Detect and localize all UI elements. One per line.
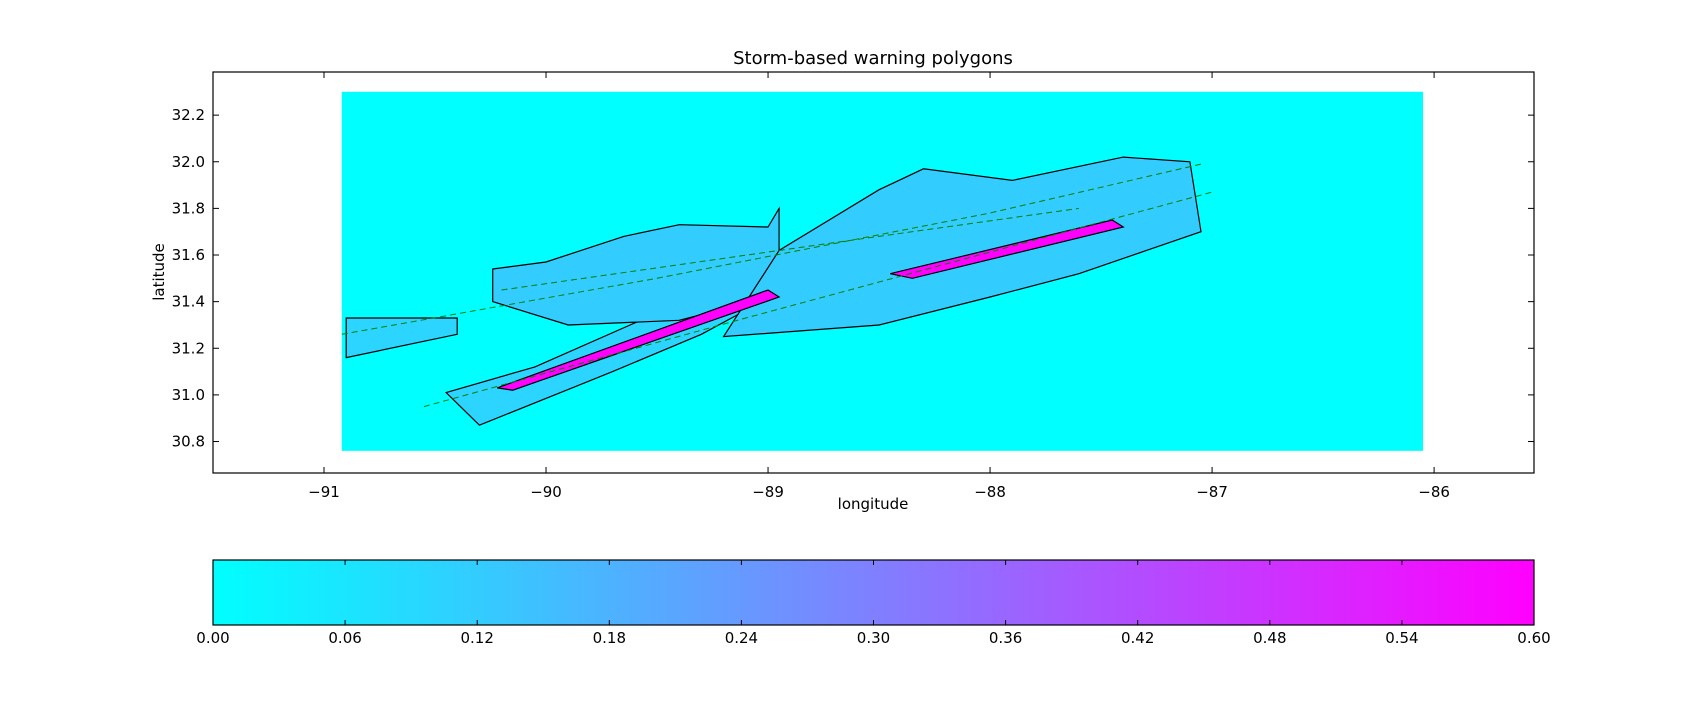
x-tick-label: −88: [974, 483, 1006, 501]
x-tick-label: −91: [308, 483, 340, 501]
colorbar-tick-label: 0.18: [593, 629, 626, 647]
colorbar-tick-label: 0.12: [460, 629, 493, 647]
x-tick-label: −89: [752, 483, 784, 501]
colorbar-tick-label: 0.42: [1121, 629, 1154, 647]
colorbar-tick-label: 0.60: [1517, 629, 1550, 647]
x-tick-label: −87: [1196, 483, 1228, 501]
y-tick-label: 31.2: [172, 339, 205, 357]
y-tick-label: 30.8: [172, 433, 205, 451]
x-tick-label: −90: [530, 483, 562, 501]
y-tick-label: 32.2: [172, 106, 205, 124]
colorbar-tick-label: 0.00: [196, 629, 229, 647]
colorbar-tick-label: 0.06: [328, 629, 361, 647]
warning-polygon-3: [492, 206, 780, 326]
y-tick-label: 31.0: [172, 386, 205, 404]
colorbar-tick-label: 0.54: [1385, 629, 1418, 647]
y-tick-label: 31.6: [172, 246, 205, 264]
x-tick-label: −86: [1418, 483, 1450, 501]
y-tick-label: 31.8: [172, 199, 205, 217]
y-tick-label: 32.0: [172, 153, 205, 171]
y-tick-label: 31.4: [172, 293, 205, 311]
colorbar: [212, 559, 1535, 626]
plot-frame: [212, 71, 1535, 474]
warning-polygon-1: [345, 317, 458, 359]
centerline-1: [341, 163, 1202, 335]
chart-title: Storm-based warning polygons: [733, 48, 1013, 69]
centerline-2: [501, 207, 1079, 291]
centerline-3: [423, 191, 1213, 408]
colorbar-tick-label: 0.30: [857, 629, 890, 647]
x-axis-label: longitude: [838, 495, 909, 513]
colorbar-tick-label: 0.24: [725, 629, 758, 647]
y-axis-label: latitude: [150, 243, 168, 301]
warning-polygon-5: [496, 289, 781, 391]
colorbar-tick-label: 0.48: [1253, 629, 1286, 647]
colorbar-tick-label: 0.36: [989, 629, 1022, 647]
